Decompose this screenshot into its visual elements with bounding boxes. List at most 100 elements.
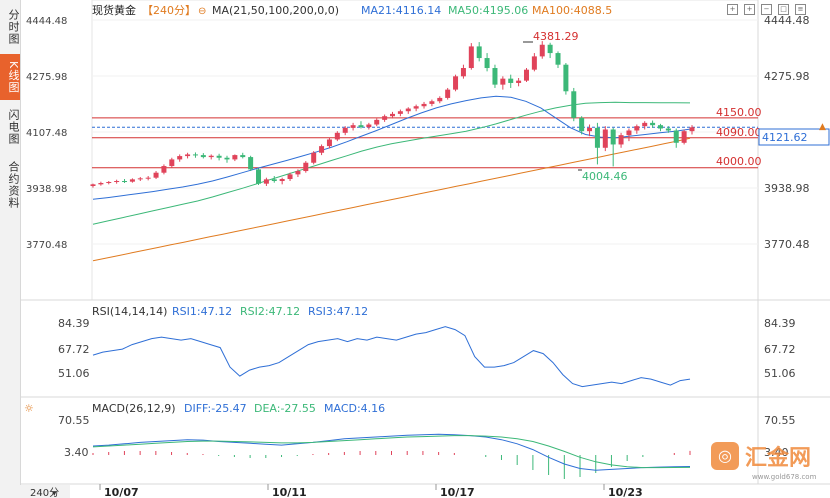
- candle-body: [374, 119, 380, 125]
- macd-tick: 70.55: [764, 414, 796, 427]
- candle-body: [161, 166, 167, 173]
- candle-body: [492, 68, 498, 85]
- macd-diff-value: DIFF:-25.47: [184, 402, 247, 415]
- tab-timeshare[interactable]: 分时图: [7, 9, 20, 45]
- settings-icon[interactable]: ⊖: [198, 6, 206, 17]
- candle-body: [429, 101, 435, 104]
- date-label: 10/17: [440, 486, 475, 498]
- rsi-tick: 51.06: [764, 367, 796, 380]
- date-label: 10/11: [272, 486, 307, 498]
- level-label-4150: 4150.00: [716, 106, 762, 119]
- candle-body: [256, 169, 262, 184]
- macd-tick: 3.40: [764, 446, 789, 459]
- candle-body: [650, 122, 656, 126]
- candle-body: [248, 157, 254, 170]
- candle-body: [516, 80, 522, 83]
- candle-body: [192, 154, 198, 156]
- rsi-series: [92, 326, 691, 388]
- xaxis-ticks: [99, 484, 605, 490]
- rsi-line: [92, 326, 691, 388]
- sun-icon[interactable]: ☼: [24, 402, 34, 415]
- zoom-in-icon[interactable]: +: [744, 4, 755, 15]
- main-panel-frame: [91, 0, 759, 301]
- rsi-tick: 67.72: [58, 343, 90, 356]
- crosshair-icon[interactable]: +: [727, 4, 738, 15]
- period-tag[interactable]: 【240分】: [142, 4, 196, 17]
- candle-body: [90, 184, 96, 186]
- ma-params: MA(21,50,100,200,0,0): [212, 4, 339, 17]
- ma21-value: MA21:4116.14: [361, 4, 441, 17]
- ma100-line: [92, 137, 691, 262]
- candle-body: [122, 181, 128, 183]
- candle-body: [114, 181, 120, 183]
- ytick-label: 3938.98: [764, 182, 810, 195]
- footer-period-box[interactable]: [20, 485, 70, 498]
- candle-body: [177, 156, 183, 160]
- rsi-title: RSI(14,14,14): [92, 305, 167, 318]
- current-price-tag: [758, 128, 830, 146]
- ytick-label: 4275.98: [26, 72, 67, 83]
- candle-body: [460, 68, 466, 77]
- candle-body: [216, 155, 222, 158]
- ma21-line: [92, 95, 691, 200]
- candle-body: [382, 116, 388, 120]
- ytick-label: 4444.48: [764, 14, 810, 27]
- candle-body: [358, 125, 364, 128]
- candle-body: [326, 139, 332, 147]
- dropdown-icon[interactable]: ▾: [52, 489, 57, 498]
- high-annotation: 4381.29: [533, 30, 579, 43]
- current-price-value: 4121.62: [762, 131, 808, 144]
- candle-body: [350, 125, 356, 128]
- low-annotation: 4004.46: [582, 170, 628, 183]
- macd-title: MACD(26,12,9): [92, 402, 176, 415]
- macd-diff-line: [92, 433, 691, 471]
- level-label-4090: 4090.00: [716, 126, 762, 139]
- macd-dea-line: [92, 435, 691, 469]
- zoom-out-icon[interactable]: −: [761, 4, 772, 15]
- candle-body: [232, 155, 238, 160]
- grid: [92, 19, 758, 245]
- tab-kline[interactable]: K线图: [0, 54, 20, 100]
- price-marker-icon: ▲: [819, 122, 826, 132]
- tab-flash-chart[interactable]: 闪电图: [7, 109, 20, 145]
- candles: [90, 41, 695, 188]
- main-yaxis-right: 4444.48 4275.98 3938.98 3770.48: [764, 14, 810, 251]
- toolbar: + + − □ ≡: [727, 4, 806, 15]
- candle-body: [200, 155, 206, 158]
- macd-yaxis: 70.55 3.40 70.55 3.40: [58, 414, 796, 459]
- candle-body: [153, 172, 159, 178]
- candle-body: [579, 117, 585, 132]
- rsi-tick: 84.39: [764, 317, 796, 330]
- footer-period[interactable]: 240分: [30, 487, 59, 498]
- macd-tick: 70.55: [58, 414, 90, 427]
- candle-body: [421, 103, 427, 107]
- ytick-label: 4275.98: [764, 70, 810, 83]
- candle-body: [263, 179, 269, 184]
- settings-icon[interactable]: ≡: [795, 4, 806, 15]
- ma100-value: MA100:4088.5: [532, 4, 612, 17]
- candle-body: [342, 127, 348, 133]
- ytick-label: 3770.48: [764, 238, 810, 251]
- macd-tick: 3.40: [64, 446, 89, 459]
- rsi3-value: RSI3:47.12: [308, 305, 368, 318]
- fullscreen-icon[interactable]: □: [778, 4, 789, 15]
- candle-body: [303, 162, 309, 172]
- candle-body: [287, 174, 293, 180]
- tab-contract-info[interactable]: 合约资料: [7, 161, 20, 209]
- main-yaxis-left: 4444.48 4275.98 4107.48 3938.98 3770.48: [26, 16, 67, 251]
- candle-body: [137, 178, 143, 180]
- candle-body: [610, 129, 616, 145]
- candle-body: [626, 130, 632, 136]
- candle-body: [185, 154, 191, 157]
- candle-body: [98, 183, 104, 185]
- candle-body: [476, 46, 482, 59]
- candle-body: [334, 132, 340, 140]
- ma-lines: [92, 95, 691, 262]
- ytick-label: 4444.48: [26, 16, 67, 27]
- candle-body: [484, 58, 490, 69]
- candle-body: [129, 179, 135, 182]
- candle-body: [571, 91, 577, 118]
- candle-body: [531, 56, 537, 70]
- candle-body: [295, 171, 301, 175]
